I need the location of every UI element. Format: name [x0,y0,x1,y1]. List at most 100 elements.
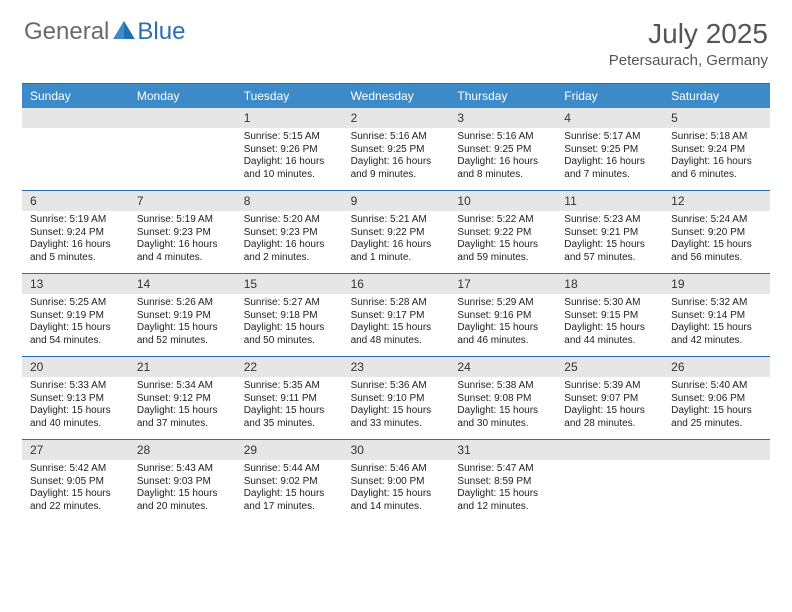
sunset-text: Sunset: 9:20 PM [671,227,762,240]
sunrise-text: Sunrise: 5:39 AM [564,380,655,393]
day-number: 8 [236,191,343,211]
day-cell: 22Sunrise: 5:35 AMSunset: 9:11 PMDayligh… [236,357,343,439]
daylight-text: Daylight: 16 hours and 7 minutes. [564,156,655,181]
sunset-text: Sunset: 9:14 PM [671,310,762,323]
day-cell: 28Sunrise: 5:43 AMSunset: 9:03 PMDayligh… [129,440,236,522]
day-details: Sunrise: 5:29 AMSunset: 9:16 PMDaylight:… [449,294,556,351]
day-details: Sunrise: 5:26 AMSunset: 9:19 PMDaylight:… [129,294,236,351]
day-number: 13 [22,274,129,294]
day-details: Sunrise: 5:40 AMSunset: 9:06 PMDaylight:… [663,377,770,434]
day-details: Sunrise: 5:42 AMSunset: 9:05 PMDaylight:… [22,460,129,517]
day-details: Sunrise: 5:44 AMSunset: 9:02 PMDaylight:… [236,460,343,517]
sunrise-text: Sunrise: 5:20 AM [244,214,335,227]
day-cell: 27Sunrise: 5:42 AMSunset: 9:05 PMDayligh… [22,440,129,522]
sunrise-text: Sunrise: 5:26 AM [137,297,228,310]
sunset-text: Sunset: 9:16 PM [457,310,548,323]
day-number: 16 [343,274,450,294]
sunrise-text: Sunrise: 5:46 AM [351,463,442,476]
sunrise-text: Sunrise: 5:19 AM [137,214,228,227]
day-cell: 29Sunrise: 5:44 AMSunset: 9:02 PMDayligh… [236,440,343,522]
sunrise-text: Sunrise: 5:27 AM [244,297,335,310]
day-number: 10 [449,191,556,211]
sunset-text: Sunset: 9:19 PM [137,310,228,323]
day-cell [129,108,236,190]
day-number: 18 [556,274,663,294]
daylight-text: Daylight: 15 hours and 28 minutes. [564,405,655,430]
sunrise-text: Sunrise: 5:28 AM [351,297,442,310]
daylight-text: Daylight: 15 hours and 12 minutes. [457,488,548,513]
sunset-text: Sunset: 9:25 PM [351,144,442,157]
day-cell: 4Sunrise: 5:17 AMSunset: 9:25 PMDaylight… [556,108,663,190]
day-cell: 8Sunrise: 5:20 AMSunset: 9:23 PMDaylight… [236,191,343,273]
sunset-text: Sunset: 9:02 PM [244,476,335,489]
day-number: 5 [663,108,770,128]
sunrise-text: Sunrise: 5:25 AM [30,297,121,310]
day-cell: 9Sunrise: 5:21 AMSunset: 9:22 PMDaylight… [343,191,450,273]
header: General Blue July 2025 Petersaurach, Ger… [0,0,792,77]
day-details: Sunrise: 5:21 AMSunset: 9:22 PMDaylight:… [343,211,450,268]
day-number [129,108,236,128]
daylight-text: Daylight: 15 hours and 14 minutes. [351,488,442,513]
day-number: 4 [556,108,663,128]
day-details: Sunrise: 5:34 AMSunset: 9:12 PMDaylight:… [129,377,236,434]
sunset-text: Sunset: 9:19 PM [30,310,121,323]
day-cell: 5Sunrise: 5:18 AMSunset: 9:24 PMDaylight… [663,108,770,190]
day-cell: 15Sunrise: 5:27 AMSunset: 9:18 PMDayligh… [236,274,343,356]
day-details: Sunrise: 5:33 AMSunset: 9:13 PMDaylight:… [22,377,129,434]
sunset-text: Sunset: 9:24 PM [30,227,121,240]
day-cell: 11Sunrise: 5:23 AMSunset: 9:21 PMDayligh… [556,191,663,273]
day-number: 22 [236,357,343,377]
page-title: July 2025 [609,18,768,50]
day-cell: 30Sunrise: 5:46 AMSunset: 9:00 PMDayligh… [343,440,450,522]
day-details [556,460,663,467]
day-cell: 1Sunrise: 5:15 AMSunset: 9:26 PMDaylight… [236,108,343,190]
day-number: 2 [343,108,450,128]
day-cell: 18Sunrise: 5:30 AMSunset: 9:15 PMDayligh… [556,274,663,356]
sunrise-text: Sunrise: 5:19 AM [30,214,121,227]
weekday-label: Friday [556,84,663,108]
logo: General Blue [24,18,185,46]
day-cell: 10Sunrise: 5:22 AMSunset: 9:22 PMDayligh… [449,191,556,273]
day-details: Sunrise: 5:47 AMSunset: 8:59 PMDaylight:… [449,460,556,517]
day-cell: 13 Sunrise: 5:25 AMSunset: 9:19 PMDayligh… [22,274,129,356]
day-number: 28 [129,440,236,460]
day-details: Sunrise: 5:35 AMSunset: 9:11 PMDaylight:… [236,377,343,434]
daylight-text: Daylight: 15 hours and 33 minutes. [351,405,442,430]
day-details: Sunrise: 5:32 AMSunset: 9:14 PMDaylight:… [663,294,770,351]
sunrise-text: Sunrise: 5:34 AM [137,380,228,393]
daylight-text: Daylight: 15 hours and 30 minutes. [457,405,548,430]
day-number [22,108,129,128]
day-number: 9 [343,191,450,211]
sunrise-text: Sunrise: 5:36 AM [351,380,442,393]
daylight-text: Daylight: 15 hours and 52 minutes. [137,322,228,347]
day-details [129,128,236,135]
logo-text-1: General [24,18,109,46]
day-details: Sunrise: 5:28 AMSunset: 9:17 PMDaylight:… [343,294,450,351]
day-number [556,440,663,460]
day-number: 24 [449,357,556,377]
sunrise-text: Sunrise: 5:38 AM [457,380,548,393]
daylight-text: Daylight: 15 hours and 54 minutes. [30,322,121,347]
sunrise-text: Sunrise: 5:23 AM [564,214,655,227]
week-row: 20Sunrise: 5:33 AMSunset: 9:13 PMDayligh… [22,356,770,439]
day-details: Sunrise: 5:19 AMSunset: 9:23 PMDaylight:… [129,211,236,268]
weekday-label: Thursday [449,84,556,108]
sunrise-text: Sunrise: 5:21 AM [351,214,442,227]
day-details: Sunrise: 5:38 AMSunset: 9:08 PMDaylight:… [449,377,556,434]
sunrise-text: Sunrise: 5:44 AM [244,463,335,476]
day-cell: 12Sunrise: 5:24 AMSunset: 9:20 PMDayligh… [663,191,770,273]
daylight-text: Daylight: 15 hours and 17 minutes. [244,488,335,513]
day-number: 29 [236,440,343,460]
day-details: Sunrise: 5:15 AMSunset: 9:26 PMDaylight:… [236,128,343,185]
logo-text-2: Blue [137,18,185,46]
sunrise-text: Sunrise: 5:42 AM [30,463,121,476]
daylight-text: Daylight: 16 hours and 5 minutes. [30,239,121,264]
day-cell [22,108,129,190]
daylight-text: Daylight: 15 hours and 59 minutes. [457,239,548,264]
week-row: 27Sunrise: 5:42 AMSunset: 9:05 PMDayligh… [22,439,770,522]
day-cell: 16Sunrise: 5:28 AMSunset: 9:17 PMDayligh… [343,274,450,356]
day-number: 14 [129,274,236,294]
day-number: 19 [663,274,770,294]
sunrise-text: Sunrise: 5:32 AM [671,297,762,310]
sunrise-text: Sunrise: 5:29 AM [457,297,548,310]
